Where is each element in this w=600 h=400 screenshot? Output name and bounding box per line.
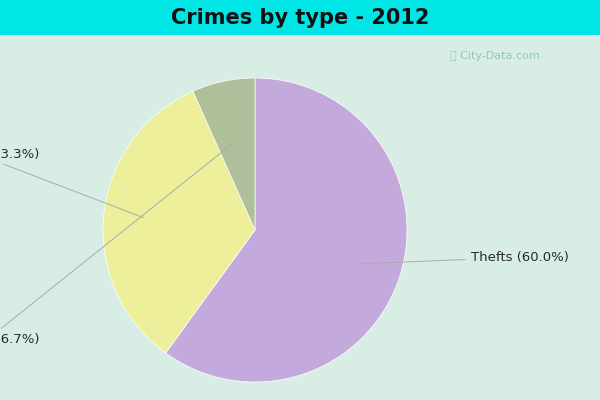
- Text: Crimes by type - 2012: Crimes by type - 2012: [171, 8, 429, 28]
- Text: Assaults (6.7%): Assaults (6.7%): [0, 142, 234, 346]
- Wedge shape: [166, 78, 407, 382]
- Wedge shape: [103, 91, 255, 353]
- Text: Burglaries (33.3%): Burglaries (33.3%): [0, 148, 143, 218]
- Text: ⓘ City-Data.com: ⓘ City-Data.com: [450, 51, 540, 61]
- Wedge shape: [193, 78, 255, 230]
- Text: Thefts (60.0%): Thefts (60.0%): [362, 251, 569, 264]
